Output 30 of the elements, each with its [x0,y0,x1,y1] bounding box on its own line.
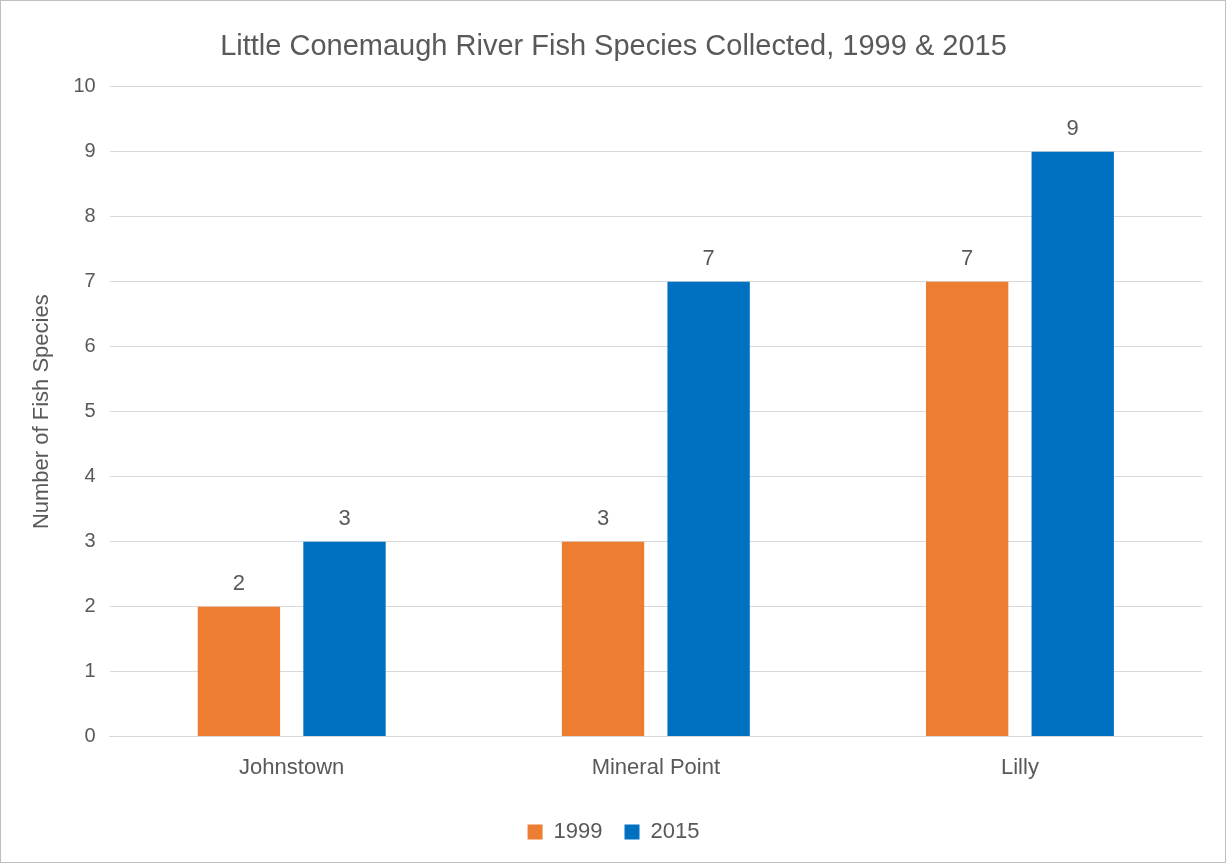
y-tick-label: 7 [84,269,96,292]
y-tick-label: 8 [84,204,96,227]
data-label: 9 [1066,114,1079,140]
data-label: 3 [338,504,351,530]
y-tick-label: 1 [84,659,96,682]
data-label: 3 [596,504,610,530]
legend-label: 2015 [650,818,700,844]
y-tick-label: 4 [84,464,96,487]
bar [925,281,1009,737]
bar [561,541,645,737]
data-label: 7 [961,244,974,270]
y-axis-title: Number of Fish Species [28,294,54,530]
x-tick-label: Johnstown [239,753,345,779]
y-tick-label: 9 [84,139,96,162]
y-tick-label: 2 [84,594,96,617]
y-tick-label: 10 [73,74,96,97]
bar [1031,151,1114,737]
y-tick-label: 3 [84,529,96,552]
bar [303,541,386,737]
chart-title: Little Conemaugh River Fish Species Collected, 1999 & 2015 [220,29,1007,62]
y-tick-label: 6 [84,334,96,357]
data-label: 2 [232,569,246,595]
data-label: 7 [702,244,715,270]
legend-label: 1999 [553,818,603,844]
bar [197,606,281,737]
x-tick-label: Lilly [1000,753,1039,779]
x-tick-label: Mineral Point [591,753,721,779]
y-tick-label: 0 [84,724,96,747]
y-tick-label: 5 [84,399,96,422]
bar [667,281,750,737]
